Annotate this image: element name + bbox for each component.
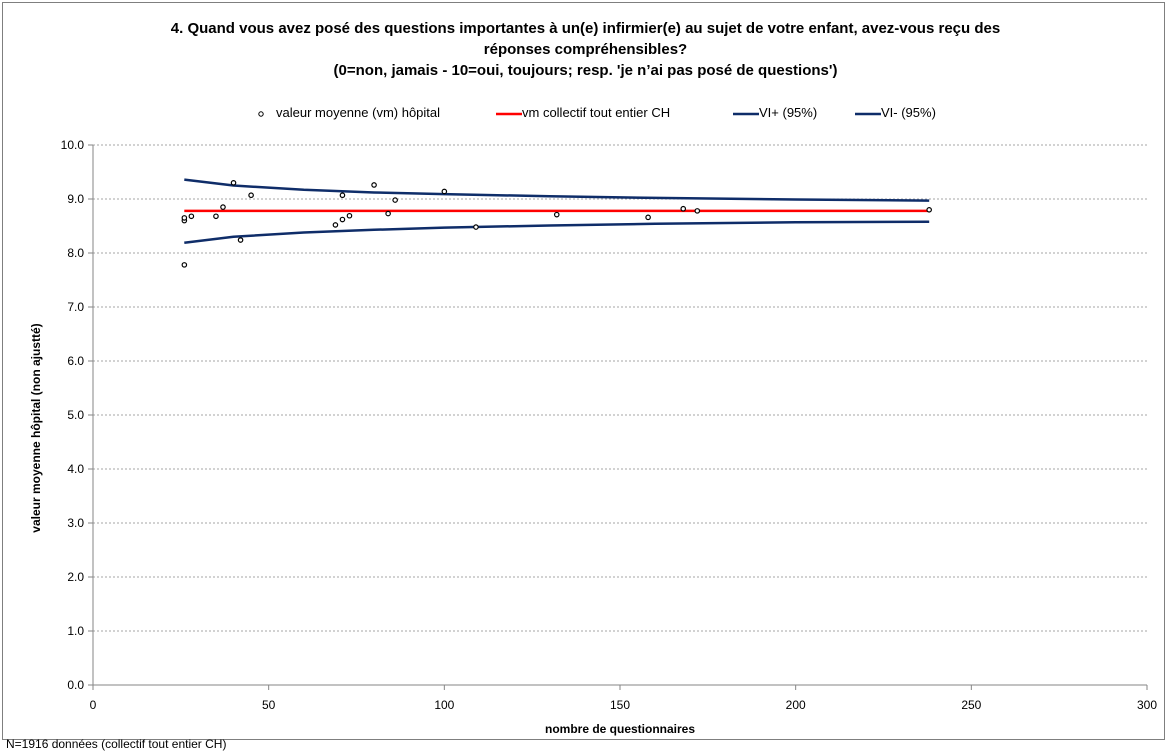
x-tick-label: 150 [610, 698, 630, 712]
y-tick-label: 1.0 [67, 624, 84, 638]
legend-item-vi-minus: VI- (95%) [855, 105, 936, 122]
y-tick-label: 8.0 [67, 246, 84, 260]
legend-item-points: valeur moyenne (vm) hôpital [256, 105, 440, 122]
y-tick-label: 6.0 [67, 354, 84, 368]
vi-minus-line [184, 220, 930, 244]
footnote: N=1916 données (collectif tout entier CH… [6, 737, 227, 751]
data-point [248, 192, 254, 199]
title-line-3: (0=non, jamais - 10=oui, toujours; resp.… [333, 62, 838, 79]
data-point [392, 197, 398, 203]
legend-label-vi-minus: VI- (95%) [881, 105, 936, 120]
y-tick-label: 10.0 [61, 138, 85, 152]
y-tick-label: 3.0 [67, 516, 84, 530]
legend-label-vi-plus: VI+ (95%) [759, 105, 818, 120]
y-axis-label: valeur moyenne hôpital (non ajustté) [29, 323, 43, 533]
vi-plus-line [184, 178, 930, 202]
x-tick-label: 250 [961, 698, 981, 712]
title-line-2: réponses compréhensibles? [483, 41, 688, 58]
legend-label-mean-line: vm collectif tout entier CH [522, 105, 671, 120]
y-tick-label: 5.0 [67, 408, 84, 422]
legend-swatch-navy-line-icon [855, 112, 881, 115]
data-point [213, 213, 219, 220]
y-tick-label: 4.0 [67, 462, 84, 476]
axis-layer: 0.0 1.0 2.0 3.0 4.0 5.0 6.0 7.0 8.0 9.0 10.0 0 50 100… [61, 138, 1158, 712]
data-point [473, 224, 479, 230]
legend-marker-circle-icon [258, 110, 264, 117]
data-point [346, 212, 353, 219]
chart-frame [2, 2, 1165, 740]
x-tick-label: 300 [1137, 698, 1157, 712]
data-point [230, 180, 237, 186]
data-point [385, 210, 391, 217]
x-tick-label: 50 [262, 698, 276, 712]
legend-item-mean-line: vm collectif tout entier CH [496, 105, 670, 122]
legend-swatch-navy-line-icon [733, 112, 759, 115]
legend-label-points: valeur moyenne (vm) hôpital [276, 105, 441, 120]
legend-swatch-red-line-icon [496, 112, 522, 115]
data-point [220, 204, 226, 210]
chart-title: 4. Quand vous avez posé des questions im… [0, 18, 1171, 81]
data-point [694, 208, 701, 214]
legend-item-vi-plus: VI+ (95%) [733, 105, 817, 122]
data-point [181, 215, 188, 221]
data-point [332, 222, 339, 228]
x-axis-label: nombre de questionnaires [544, 722, 696, 736]
data-point [237, 237, 244, 243]
y-tick-label: 9.0 [67, 192, 84, 206]
grid-layer [93, 144, 1147, 632]
chart-legend: valeur moyenne (vm) hôpital vm collectif… [0, 105, 1171, 121]
data-point [339, 192, 346, 199]
data-point [553, 211, 560, 218]
data-point [188, 213, 195, 220]
data-point [339, 216, 346, 223]
data-point [371, 182, 377, 188]
data-point [645, 214, 651, 221]
title-line-1: 4. Quand vous avez posé des questions im… [170, 20, 1001, 37]
data-point [441, 188, 448, 195]
x-tick-label: 100 [434, 698, 454, 712]
y-tick-label: 7.0 [67, 300, 84, 314]
series-layer [181, 178, 932, 268]
data-point [181, 262, 188, 268]
x-tick-label: 0 [90, 698, 97, 712]
data-point [926, 207, 932, 213]
x-tick-label: 200 [786, 698, 806, 712]
y-tick-label: 0.0 [67, 678, 84, 692]
data-point [680, 205, 687, 212]
y-tick-label: 2.0 [67, 570, 84, 584]
